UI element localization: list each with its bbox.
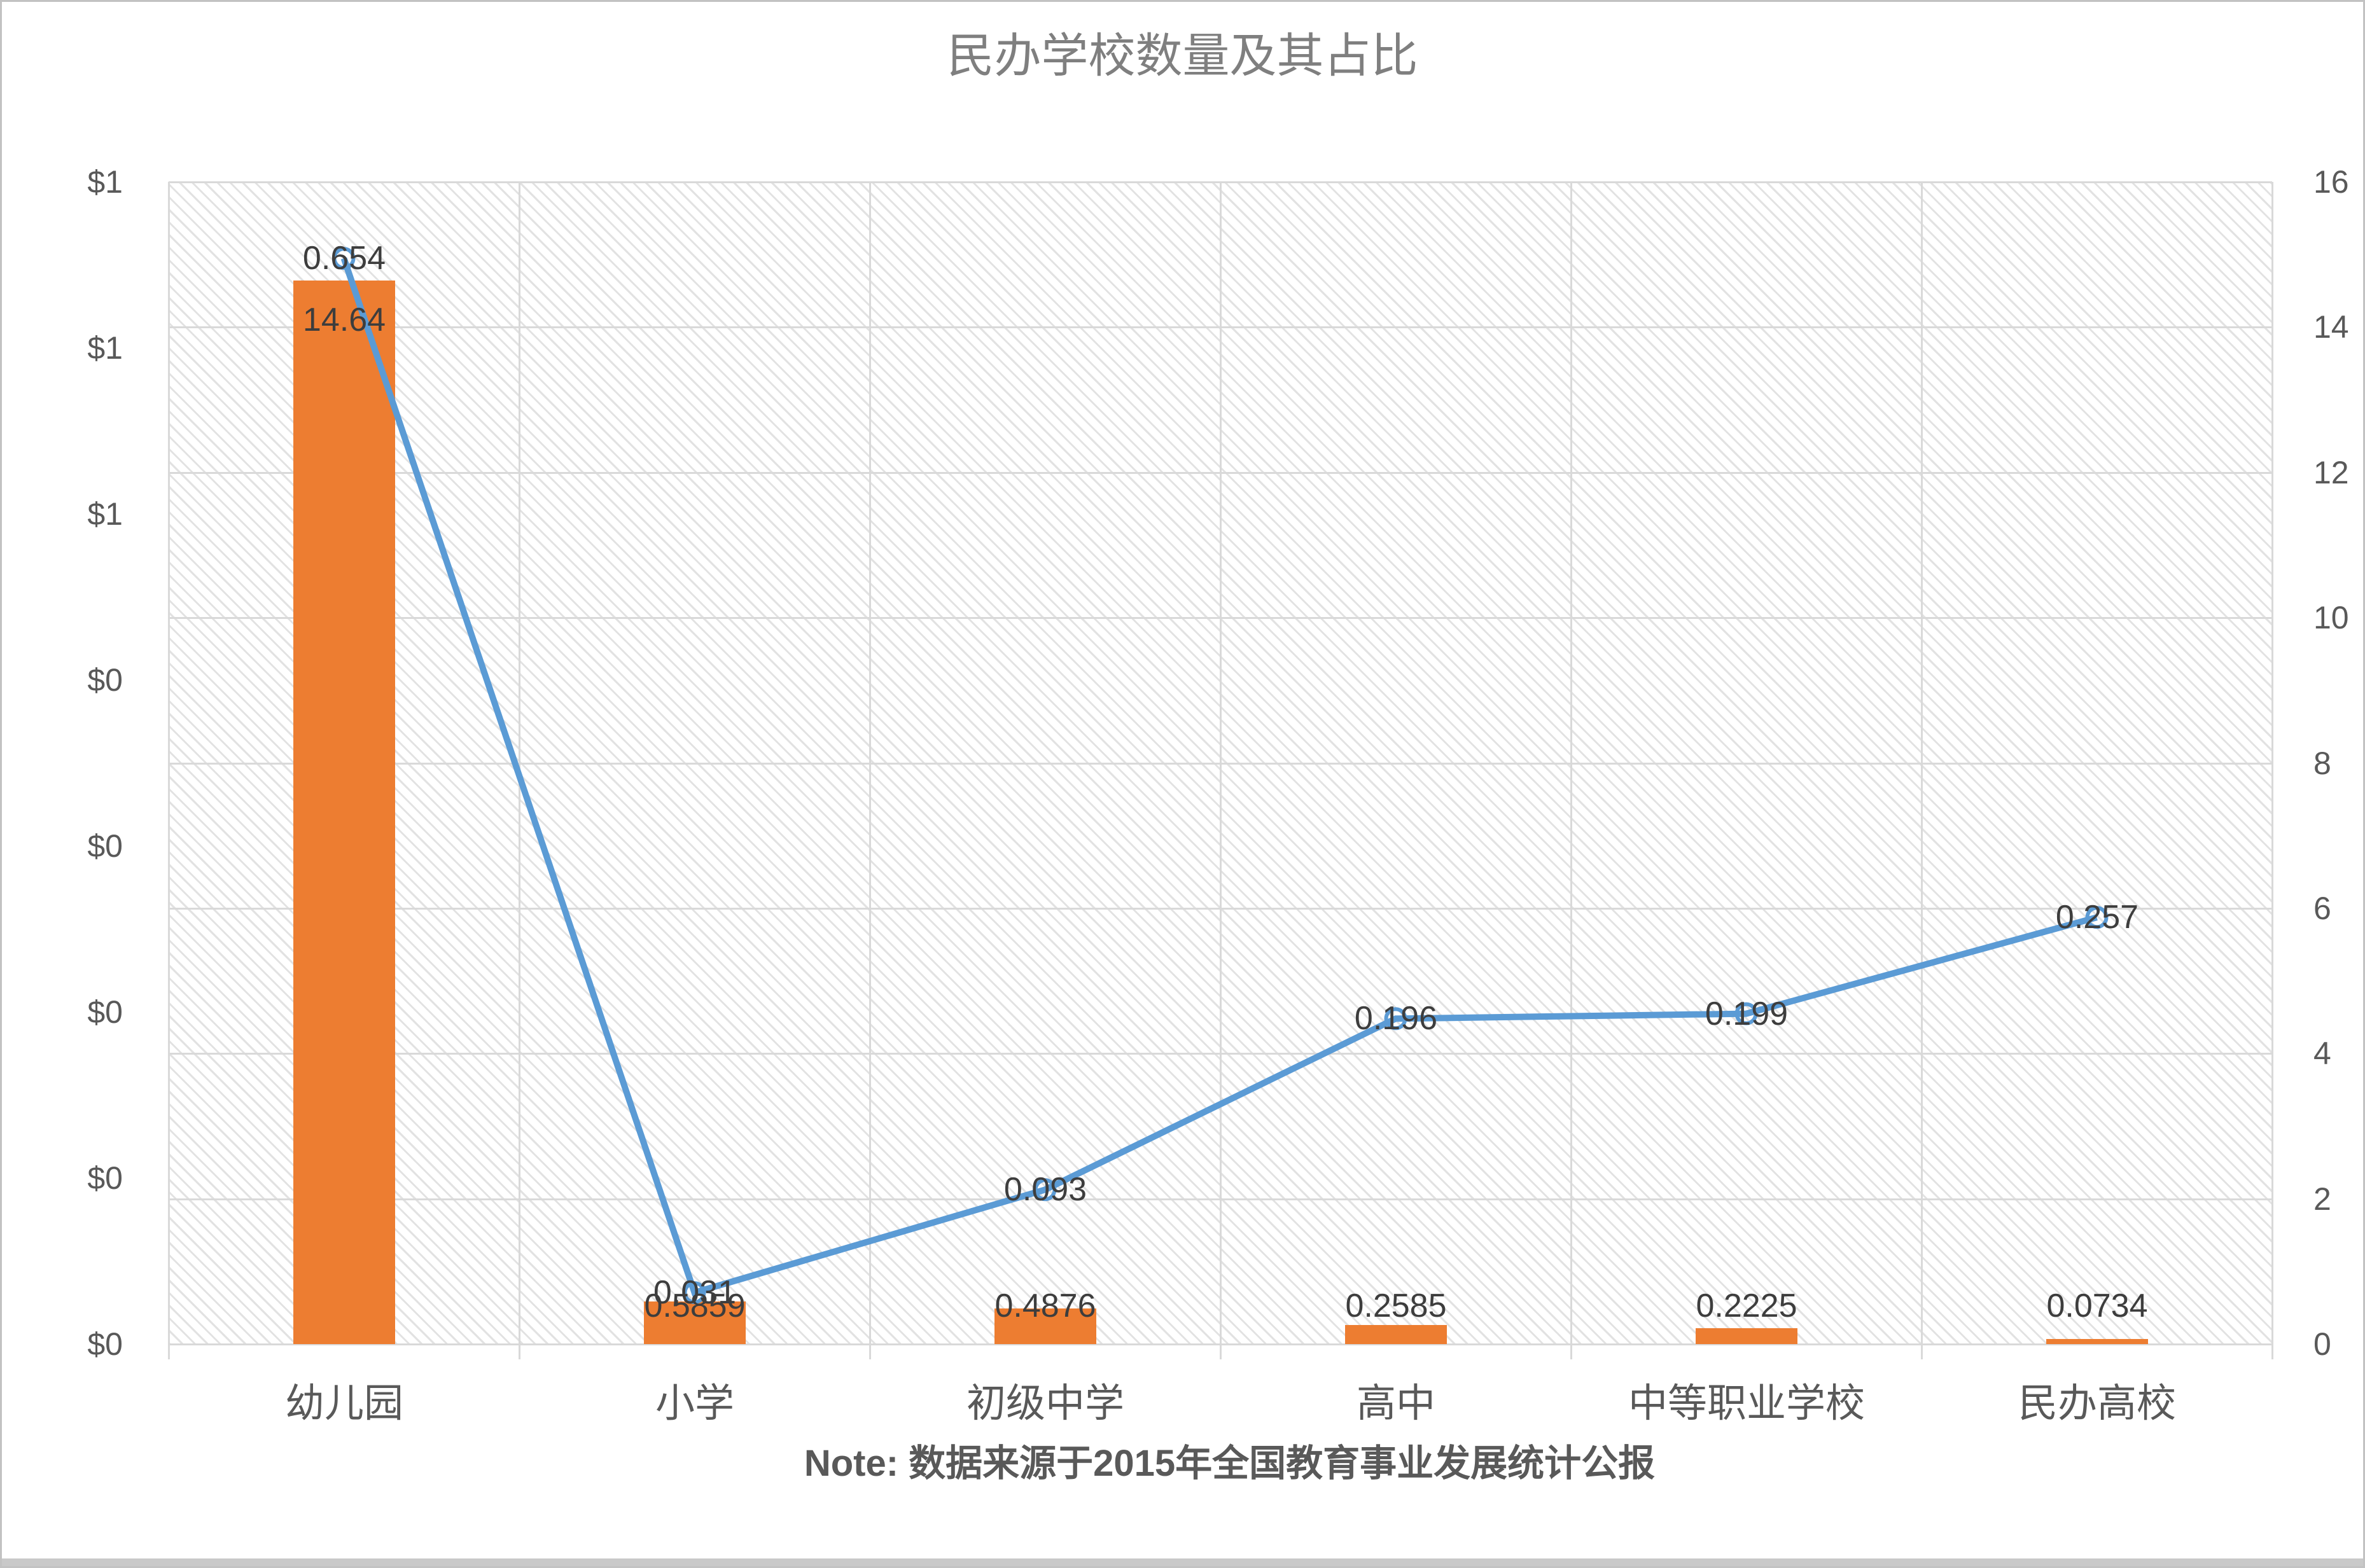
left-axis-tick-label: $1	[87, 496, 123, 532]
vertical-gridline	[2271, 182, 2273, 1344]
line-marker	[683, 1281, 706, 1305]
left-axis-tick-label: $1	[87, 164, 123, 200]
category-label: 民办高校	[2018, 1382, 2177, 1426]
category-tick	[1570, 1344, 1572, 1359]
left-axis-tick-label: $0	[87, 1326, 123, 1362]
chart-title: 民办学校数量及其占比	[947, 29, 1418, 82]
category-tick	[519, 1344, 520, 1359]
vertical-gridline	[519, 182, 520, 1344]
bar	[2046, 1339, 2148, 1344]
plot-area: 14.64 0.5859 0.4876 0.2585 0.2225 0.0734 0.654…	[168, 181, 2273, 1345]
left-axis-tick-label: $0	[87, 662, 123, 698]
vertical-gridline	[1220, 182, 1222, 1344]
right-axis-tick-label: 12	[2313, 455, 2349, 490]
category-label: 初级中学	[966, 1382, 1125, 1426]
line-data-label: 0.257	[2055, 899, 2139, 936]
bar	[994, 1308, 1096, 1344]
category-tick	[1220, 1344, 1222, 1359]
line-marker	[1734, 1002, 1758, 1025]
line-data-label: 0.093	[1003, 1171, 1087, 1208]
right-axis-tick-label: 0	[2313, 1326, 2331, 1362]
bar	[293, 281, 395, 1344]
category-label: 高中	[1356, 1382, 1436, 1426]
line-data-label: 0.199	[1705, 996, 1789, 1032]
vertical-gridline	[168, 182, 170, 1344]
category-tick	[168, 1344, 170, 1359]
category-label: 小学	[655, 1382, 735, 1426]
bar-data-label: 0.2585	[1345, 1287, 1447, 1324]
chart-note: Note: 数据来源于2015年全国教育事业发展统计公报	[2, 1438, 2363, 1489]
category-tick	[1921, 1344, 1923, 1359]
line-series	[332, 247, 2109, 1305]
horizontal-gridline	[169, 1343, 2272, 1345]
left-axis-tick-label: $0	[87, 1160, 123, 1196]
line-data-label: 0.031	[653, 1274, 737, 1311]
bar	[1345, 1325, 1447, 1344]
bar-data-label: 0.4876	[994, 1287, 1096, 1324]
right-axis-tick-label: 16	[2313, 164, 2349, 200]
line-data-label: 0.196	[1354, 1000, 1438, 1037]
right-axis-tick-label: 6	[2313, 891, 2331, 926]
line-path	[340, 257, 2098, 1297]
line-data-label: 0.654	[302, 240, 386, 277]
right-axis-tick-label: 8	[2313, 746, 2331, 781]
line-marker	[1033, 1178, 1057, 1202]
bar	[644, 1301, 746, 1344]
left-axis-tick-label: $0	[87, 828, 123, 864]
category-tick	[2271, 1344, 2273, 1359]
category-label: 幼儿园	[284, 1382, 404, 1426]
right-axis-tick-label: 4	[2313, 1036, 2331, 1071]
right-axis-tick-label: 2	[2313, 1181, 2331, 1217]
right-axis-tick-label: 10	[2313, 600, 2349, 635]
line-marker	[2085, 906, 2109, 929]
chart-note-text: Note: 数据来源于2015年全国教育事业发展统计公报	[804, 1443, 1656, 1484]
category-label: 中等职业学校	[1628, 1382, 1866, 1426]
chart-bottom-border	[2, 1558, 2363, 1566]
right-axis-tick-label: 14	[2313, 309, 2349, 345]
bar	[1696, 1328, 1797, 1344]
bar-data-label: 0.0734	[2046, 1287, 2148, 1324]
category-tick	[869, 1344, 871, 1359]
bar-data-label: 14.64	[302, 302, 386, 338]
bar-data-label: 0.5859	[644, 1287, 746, 1324]
vertical-gridline	[1570, 182, 1572, 1344]
vertical-gridline	[1921, 182, 1923, 1344]
line-marker	[1384, 1007, 1407, 1030]
left-axis-tick-label: $1	[87, 330, 123, 366]
vertical-gridline	[869, 182, 871, 1344]
left-axis-tick-label: $0	[87, 994, 123, 1030]
bar-data-label: 0.2225	[1696, 1287, 1797, 1324]
line-marker	[332, 247, 356, 270]
